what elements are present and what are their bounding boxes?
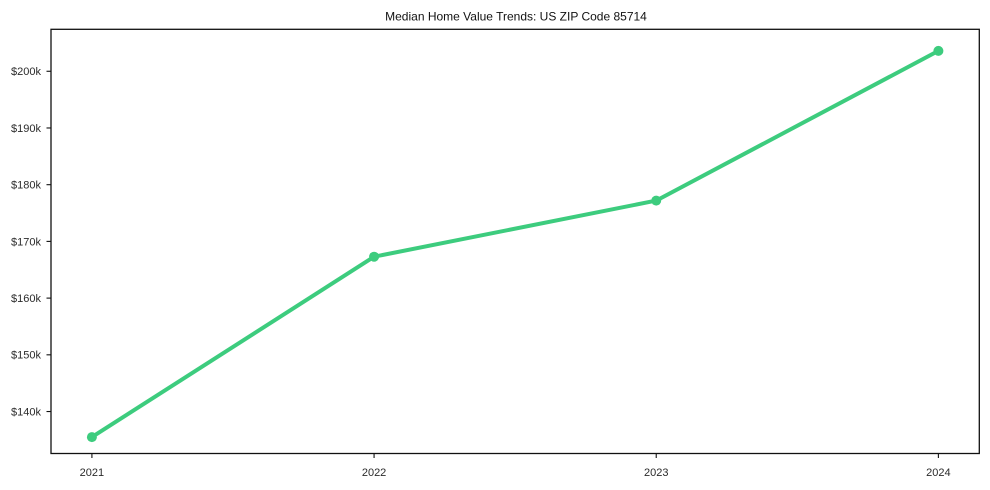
data-point xyxy=(651,195,662,206)
x-axis: 2021 2022 2023 2024 xyxy=(80,453,951,479)
x-tick-label: 2021 xyxy=(80,467,104,479)
data-point xyxy=(933,45,944,56)
y-tick-label: $140k xyxy=(11,406,41,418)
x-tick-label: 2023 xyxy=(644,467,668,479)
y-axis: $140k $150k $160k $170k $180k $190k $200k xyxy=(11,66,51,418)
y-tick-label: $200k xyxy=(11,66,41,78)
y-tick-label: $160k xyxy=(11,293,41,305)
chart-title: Median Home Value Trends: US ZIP Code 85… xyxy=(385,10,647,24)
data-line xyxy=(89,48,941,440)
x-tick-label: 2024 xyxy=(926,467,950,479)
y-tick-label: $170k xyxy=(11,236,41,248)
plot-border xyxy=(50,28,980,455)
y-tick-label: $150k xyxy=(11,350,41,362)
data-point xyxy=(369,251,380,262)
x-tick-label: 2022 xyxy=(362,467,386,479)
data-point xyxy=(86,432,97,443)
y-tick-label: $180k xyxy=(11,180,41,192)
y-tick-label: $190k xyxy=(11,123,41,135)
